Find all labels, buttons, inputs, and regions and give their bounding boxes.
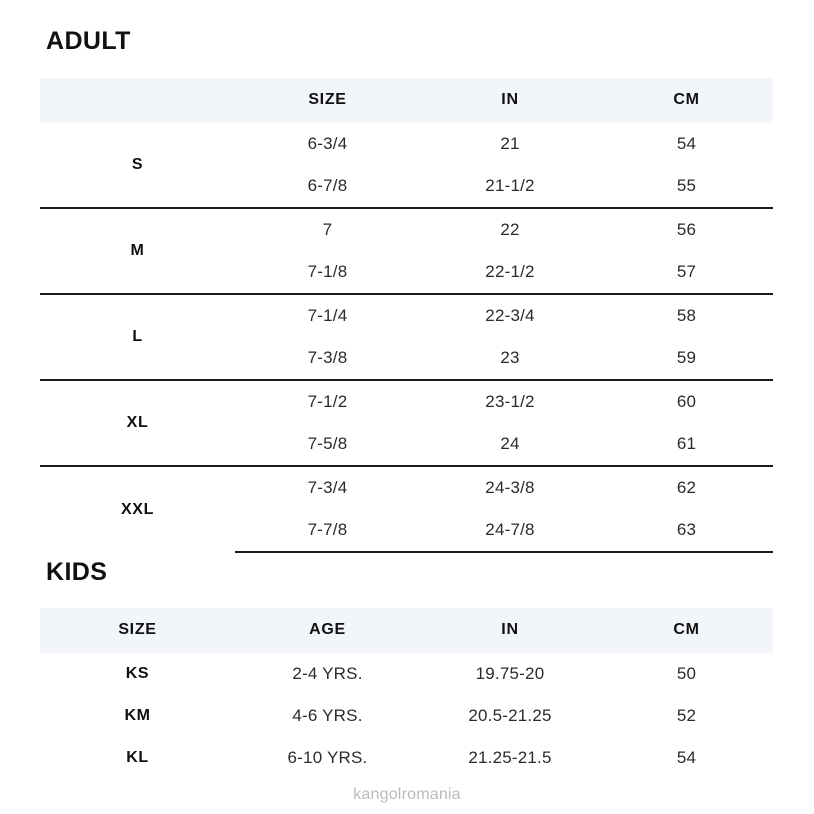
kids-cell-age: 4-6 YRS. (292, 706, 363, 725)
table-row: 7-1/8 22-1/2 57 (40, 251, 773, 294)
adult-cell-in: 24 (500, 434, 520, 453)
table-row: KS 2-4 YRS. 19.75-20 50 (40, 653, 773, 695)
adult-cell-in: 24-3/8 (420, 465, 600, 509)
kids-cell-in: 21.25-21.5 (468, 748, 552, 767)
kids-cell-size: KL (126, 749, 149, 766)
adult-cell-in: 21-1/2 (485, 176, 535, 195)
kids-cell-cm: 52 (676, 706, 697, 725)
adult-header-cm: CM (600, 78, 773, 123)
adult-size-label: L (40, 293, 235, 380)
adult-cell-cm: 58 (600, 293, 773, 337)
adult-section-title: ADULT (46, 27, 131, 55)
kids-section-title: KIDS (46, 558, 108, 586)
table-row: KL 6-10 YRS. 21.25-21.5 54 (40, 737, 773, 779)
adult-cell-cm: 63 (600, 509, 773, 553)
kids-header-row: SIZE AGE IN CM (40, 608, 773, 653)
adult-cell-size: 6-7/8 (307, 176, 348, 195)
adult-cell-in: 22 (420, 207, 600, 251)
table-row: M 7 22 56 (40, 207, 773, 294)
adult-size-label: XXL (40, 465, 235, 552)
table-row: S 6-3/4 21 54 (40, 123, 773, 173)
adult-cell-cm: 54 (676, 134, 697, 153)
kids-cell-age: 6-10 YRS. (287, 748, 368, 767)
kids-cell-in: 20.5-21.25 (468, 706, 552, 725)
adult-cell-in: 22-3/4 (420, 293, 600, 337)
table-row: L 7-1/4 22-3/4 58 (40, 293, 773, 380)
adult-header-size: SIZE (235, 78, 420, 123)
adult-cell-in: 23-1/2 (420, 379, 600, 423)
kids-size-table: SIZE AGE IN CM KS 2-4 YRS. 19.75-20 50 K… (40, 608, 773, 779)
adult-table-body: S 6-3/4 21 54 6-7/8 21-1/2 55 M 7 22 56 … (40, 123, 773, 553)
adult-cell-size: 7-3/4 (235, 465, 420, 509)
adult-cell-cm: 55 (676, 176, 697, 195)
adult-size-label: S (131, 156, 144, 173)
adult-cell-size: 7-1/2 (235, 379, 420, 423)
kids-cell-size: KS (125, 665, 150, 682)
table-row: 7-5/8 24 61 (40, 423, 773, 466)
adult-cell-in: 24-7/8 (420, 509, 600, 553)
kids-header-size: SIZE (40, 608, 235, 653)
table-row: XXL 7-3/4 24-3/8 62 (40, 465, 773, 552)
table-row: KM 4-6 YRS. 20.5-21.25 52 (40, 695, 773, 737)
adult-header-blank (40, 78, 235, 123)
kids-header-in: IN (420, 608, 600, 653)
adult-cell-size: 6-3/4 (307, 134, 348, 153)
kids-cell-age: 2-4 YRS. (292, 664, 363, 683)
adult-cell-cm: 59 (676, 348, 697, 367)
kids-cell-size: KM (124, 707, 151, 724)
adult-cell-cm: 56 (600, 207, 773, 251)
adult-cell-cm: 57 (676, 262, 697, 281)
kids-header-cm: CM (600, 608, 773, 653)
adult-cell-size: 7-3/8 (307, 348, 348, 367)
adult-cell-cm: 60 (600, 379, 773, 423)
kids-table-head: SIZE AGE IN CM (40, 608, 773, 653)
adult-cell-cm: 62 (600, 465, 773, 509)
kids-table-body: KS 2-4 YRS. 19.75-20 50 KM 4-6 YRS. 20.5… (40, 653, 773, 779)
adult-header-in: IN (420, 78, 600, 123)
table-row: 7-7/8 24-7/8 63 (40, 509, 773, 553)
table-row: 7-3/8 23 59 (40, 337, 773, 380)
kids-cell-in: 19.75-20 (475, 664, 545, 683)
adult-cell-in: 21 (500, 134, 520, 153)
adult-header-row: SIZE IN CM (40, 78, 773, 123)
adult-cell-cm: 61 (676, 434, 697, 453)
adult-cell-in: 23 (500, 348, 520, 367)
kids-header-age: AGE (235, 608, 420, 653)
kids-cell-cm: 50 (676, 664, 697, 683)
table-row: 6-7/8 21-1/2 55 (40, 165, 773, 208)
kids-cell-cm: 54 (676, 748, 697, 767)
adult-size-table: SIZE IN CM S 6-3/4 21 54 6-7/8 21-1/2 55… (40, 78, 773, 553)
adult-cell-size: 7-5/8 (307, 434, 348, 453)
adult-cell-size: 7-1/8 (307, 262, 348, 281)
adult-cell-in: 22-1/2 (485, 262, 535, 281)
table-row: XL 7-1/2 23-1/2 60 (40, 379, 773, 466)
adult-size-label: XL (40, 379, 235, 466)
adult-size-label: M (40, 207, 235, 294)
adult-cell-size: 7-7/8 (235, 509, 420, 553)
watermark-text: kangolromania (353, 786, 461, 803)
adult-table-head: SIZE IN CM (40, 78, 773, 123)
adult-cell-size: 7-1/4 (235, 293, 420, 337)
adult-cell-size: 7 (235, 207, 420, 251)
